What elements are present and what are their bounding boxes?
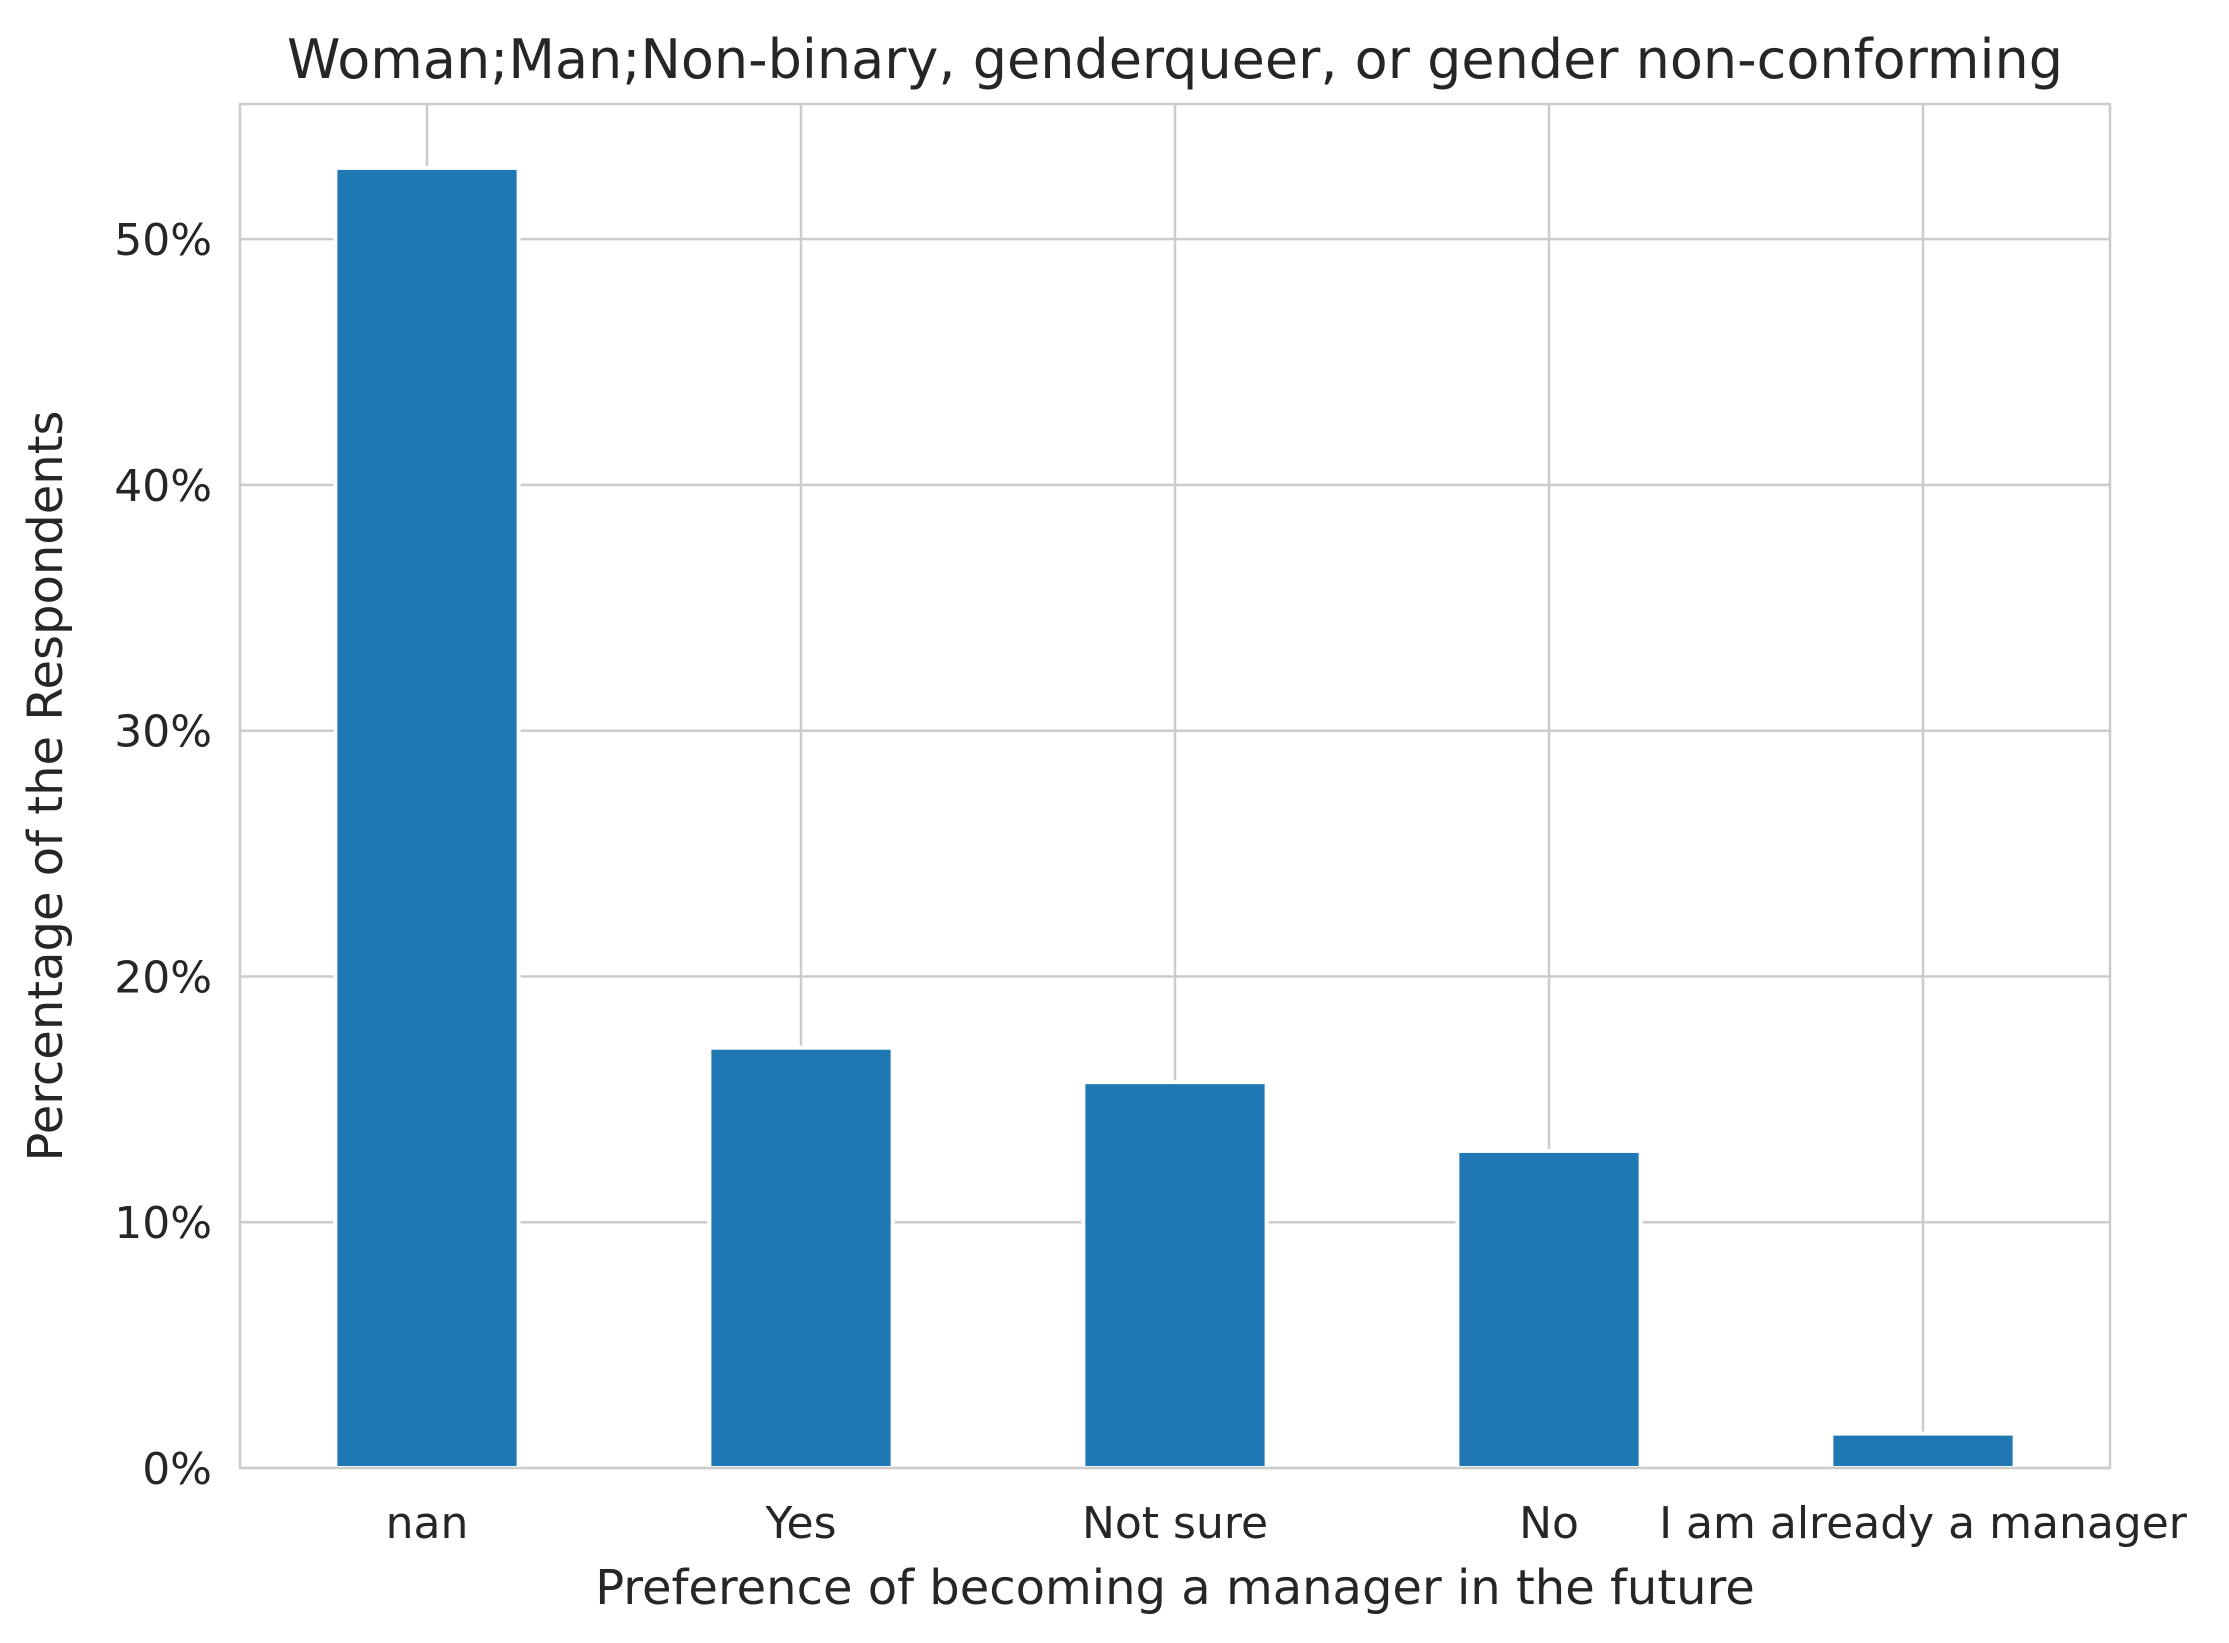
chart-title: Woman;Man;Non-binary, genderqueer, or ge… xyxy=(287,28,2063,91)
x-axis-label: Preference of becoming a manager in the … xyxy=(595,1560,1755,1616)
bar-not-sure xyxy=(1081,1080,1269,1470)
x-tick-labels: nan Yes Not sure No I am already a manager xyxy=(386,1498,2188,1549)
y-tick-label: 0% xyxy=(142,1444,212,1495)
x-tick-label: Not sure xyxy=(1082,1498,1268,1549)
bar-no xyxy=(1455,1148,1643,1470)
x-tick-label: I am already a manager xyxy=(1659,1498,2188,1549)
x-tick-label: No xyxy=(1519,1498,1579,1549)
y-tick-label: 20% xyxy=(114,952,212,1003)
y-tick-label: 30% xyxy=(114,707,212,758)
y-tick-labels: 0% 10% 20% 30% 40% 50% xyxy=(114,215,212,1495)
bar-nan xyxy=(333,165,521,1471)
y-tick-label: 10% xyxy=(114,1198,212,1249)
x-tick-label: nan xyxy=(386,1498,469,1549)
bars xyxy=(333,165,2017,1471)
y-axis-label: Percentage of the Respondents xyxy=(18,410,74,1161)
y-tick-label: 50% xyxy=(114,215,212,266)
plot-frame xyxy=(238,102,2112,1470)
bar-i-am-already-a-manager xyxy=(1829,1431,2017,1470)
bar-yes xyxy=(707,1045,895,1471)
x-tick-label: Yes xyxy=(764,1498,836,1549)
y-tick-label: 40% xyxy=(114,461,212,512)
